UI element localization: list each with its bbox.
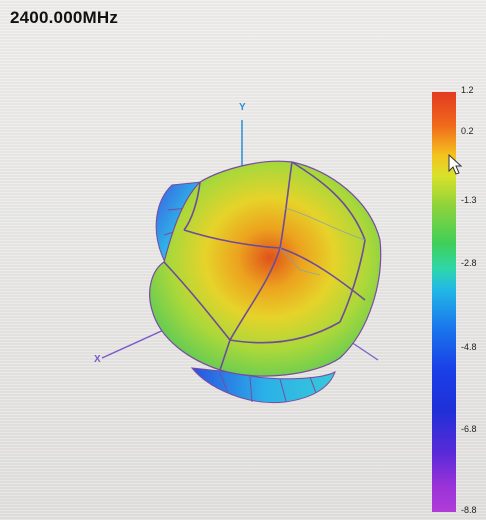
radiation-pattern-plot[interactable]: Y X bbox=[80, 90, 410, 420]
mesh-lines bbox=[163, 161, 366, 371]
pattern-3d-canvas[interactable] bbox=[80, 90, 410, 420]
colorbar-tick-7: -8.8 bbox=[461, 505, 477, 515]
colorbar-tick-5: -4.8 bbox=[461, 342, 477, 352]
mouse-cursor-icon bbox=[448, 154, 463, 175]
colorbar-tick-3: -1.3 bbox=[461, 195, 477, 205]
colorbar-tick-2: 0.2 bbox=[461, 126, 474, 136]
frequency-title: 2400.000MHz bbox=[10, 8, 119, 27]
colorbar-tick-6: -6.8 bbox=[461, 424, 477, 434]
colorbar-tick-1: 1.2 bbox=[461, 85, 474, 95]
main-lobe bbox=[149, 160, 382, 377]
colorbar-tick-4: -2.8 bbox=[461, 258, 477, 268]
x-axis-label: X bbox=[94, 354, 101, 365]
bottom-lobe bbox=[190, 367, 336, 404]
y-axis-label: Y bbox=[239, 102, 246, 113]
